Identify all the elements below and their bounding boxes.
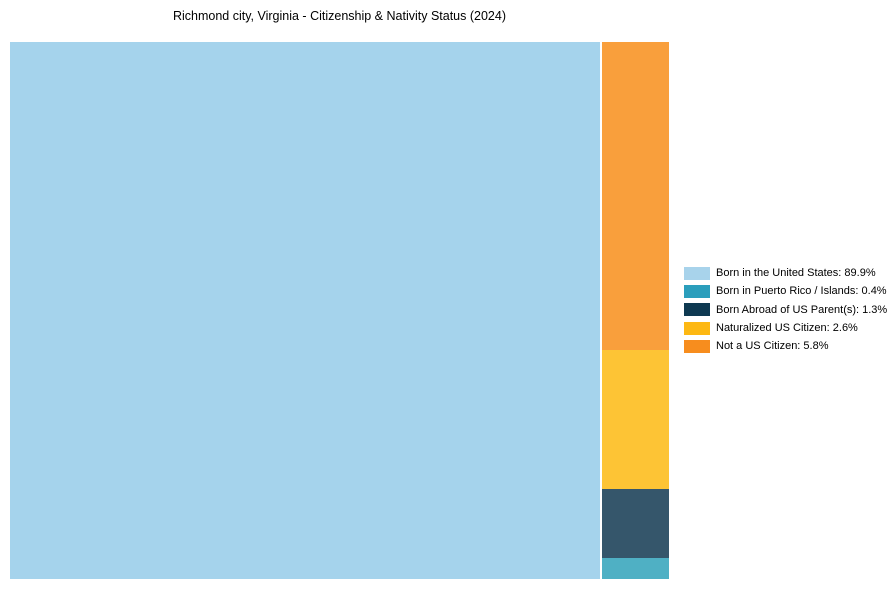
legend-label: Naturalized US Citizen: 2.6% [716, 322, 858, 335]
treemap-block-born-abroad-of-us-parent-s [602, 488, 669, 558]
legend-label: Born in Puerto Rico / Islands: 0.4% [716, 285, 887, 298]
legend-item-naturalized-us-citizen: Naturalized US Citizen: 2.6% [684, 319, 887, 337]
legend-item-born-abroad-of-us-parents: Born Abroad of US Parent(s): 1.3% [684, 301, 887, 319]
treemap-block-not-a-us-citizen [602, 42, 669, 351]
legend: Born in the United States: 89.9% Born in… [684, 264, 887, 355]
legend-swatch-born-abroad-of-us-parents [684, 303, 710, 317]
legend-item-not-a-us-citizen: Not a US Citizen: 5.8% [684, 337, 887, 355]
legend-item-born-in-puerto-rico-islands: Born in Puerto Rico / Islands: 0.4% [684, 282, 887, 300]
legend-swatch-born-in-the-united-states [684, 266, 710, 280]
treemap-block-born-in-puerto-rico-islands [602, 557, 669, 579]
legend-label: Not a US Citizen: 5.8% [716, 340, 829, 353]
legend-swatch-born-in-puerto-rico-islands [684, 284, 710, 298]
legend-swatch-naturalized-us-citizen [684, 321, 710, 335]
legend-item-born-in-the-united-states: Born in the United States: 89.9% [684, 264, 887, 282]
legend-swatch-not-a-us-citizen [684, 339, 710, 353]
treemap [10, 42, 669, 579]
chart-title: Richmond city, Virginia - Citizenship & … [172, 9, 506, 23]
legend-label: Born in the United States: 89.9% [716, 267, 876, 280]
treemap-block-naturalized-us-citizen [602, 350, 669, 489]
treemap-block-born-in-the-united-states [10, 42, 601, 579]
legend-label: Born Abroad of US Parent(s): 1.3% [716, 303, 888, 316]
